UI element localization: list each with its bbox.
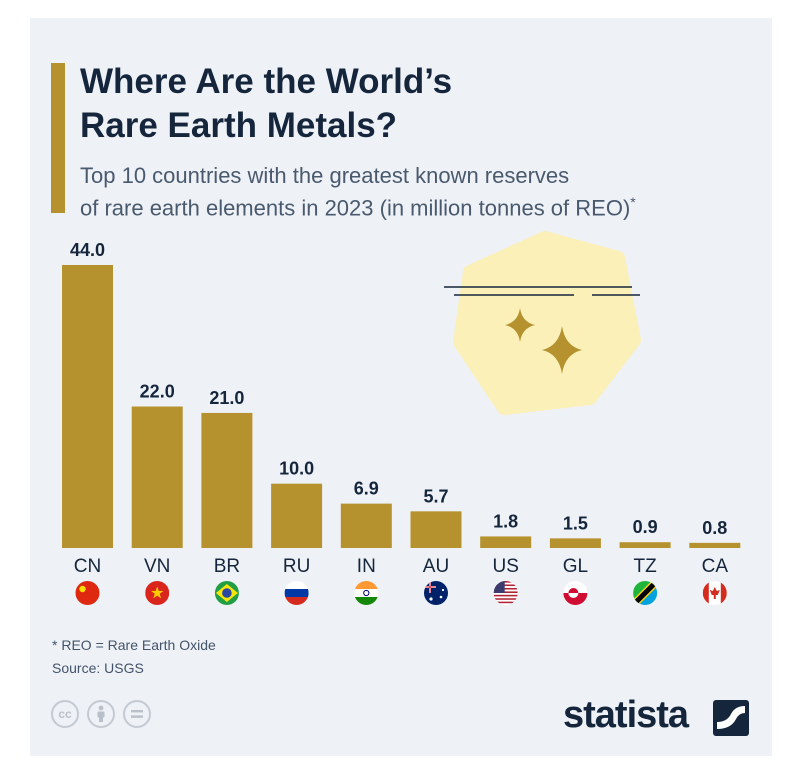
bar-au <box>410 511 462 548</box>
data-label-ca: 0.8 <box>702 518 727 538</box>
license-icons: cc <box>51 700 151 728</box>
data-label-au: 5.7 <box>423 486 448 506</box>
data-label-cn: 44.0 <box>70 240 105 260</box>
bar-us <box>480 536 532 548</box>
statista-logo-icon[interactable] <box>713 700 749 736</box>
sparkle-illustration <box>444 231 641 415</box>
subtitle-footnote-marker: * <box>630 194 636 210</box>
category-label-tz: TZ <box>633 556 657 577</box>
category-label-gl: GL <box>563 556 588 577</box>
bar-ru <box>271 483 323 548</box>
chart-title: Where Are the World’s Rare Earth Metals? <box>80 62 453 145</box>
subtitle-text: Top 10 countries with the greatest known… <box>80 163 631 221</box>
infographic-card <box>30 18 772 756</box>
bar-chart: 44.0 CN 22.0 VN 21.0 BR 10.0 RU 6.9 IN 5.7 AU 1.8 US 1… <box>62 240 741 605</box>
data-label-br: 21.0 <box>209 388 244 408</box>
bar-in <box>340 503 392 548</box>
category-label-us: US <box>492 556 518 577</box>
canada-flag-icon <box>702 581 727 605</box>
category-label-ru: RU <box>283 556 310 577</box>
vietnam-flag-icon <box>145 581 170 605</box>
chart-subtitle: Top 10 countries with the greatest known… <box>80 162 636 221</box>
usa-flag-icon <box>493 581 518 605</box>
bar-vn <box>131 406 183 548</box>
title-accent-bar <box>51 63 65 213</box>
bar-ca <box>689 542 741 548</box>
category-label-vn: VN <box>144 556 170 577</box>
category-label-au: AU <box>423 556 449 577</box>
data-label-us: 1.8 <box>493 511 518 531</box>
category-label-in: IN <box>357 556 376 577</box>
bar-br <box>201 412 253 548</box>
data-label-tz: 0.9 <box>633 517 658 537</box>
category-label-ca: CA <box>702 556 729 577</box>
source-note: Source: USGS <box>52 660 144 676</box>
cc-icon[interactable]: cc <box>51 700 79 728</box>
tanzania-flag-icon <box>633 581 658 605</box>
nd-icon[interactable] <box>123 700 151 728</box>
australia-flag-icon <box>424 581 448 605</box>
china-flag-icon <box>75 581 100 605</box>
data-label-ru: 10.0 <box>279 459 314 479</box>
russia-flag-icon <box>284 581 309 605</box>
bar-cn <box>62 265 113 548</box>
brazil-flag-icon <box>214 581 239 605</box>
statista-brand[interactable]: statista <box>563 694 689 736</box>
category-label-br: BR <box>214 556 240 577</box>
bar-gl <box>549 538 601 548</box>
by-icon[interactable] <box>87 700 115 728</box>
reo-footnote: * REO = Rare Earth Oxide <box>52 637 216 653</box>
greenland-flag-icon <box>563 581 588 605</box>
bar-tz <box>619 542 671 548</box>
data-label-gl: 1.5 <box>563 513 588 533</box>
data-label-in: 6.9 <box>354 479 379 499</box>
footnote: * REO = Rare Earth Oxide Source: USGS <box>52 634 216 680</box>
category-label-cn: CN <box>74 556 101 577</box>
india-flag-icon <box>354 581 379 605</box>
data-label-vn: 22.0 <box>140 382 175 402</box>
